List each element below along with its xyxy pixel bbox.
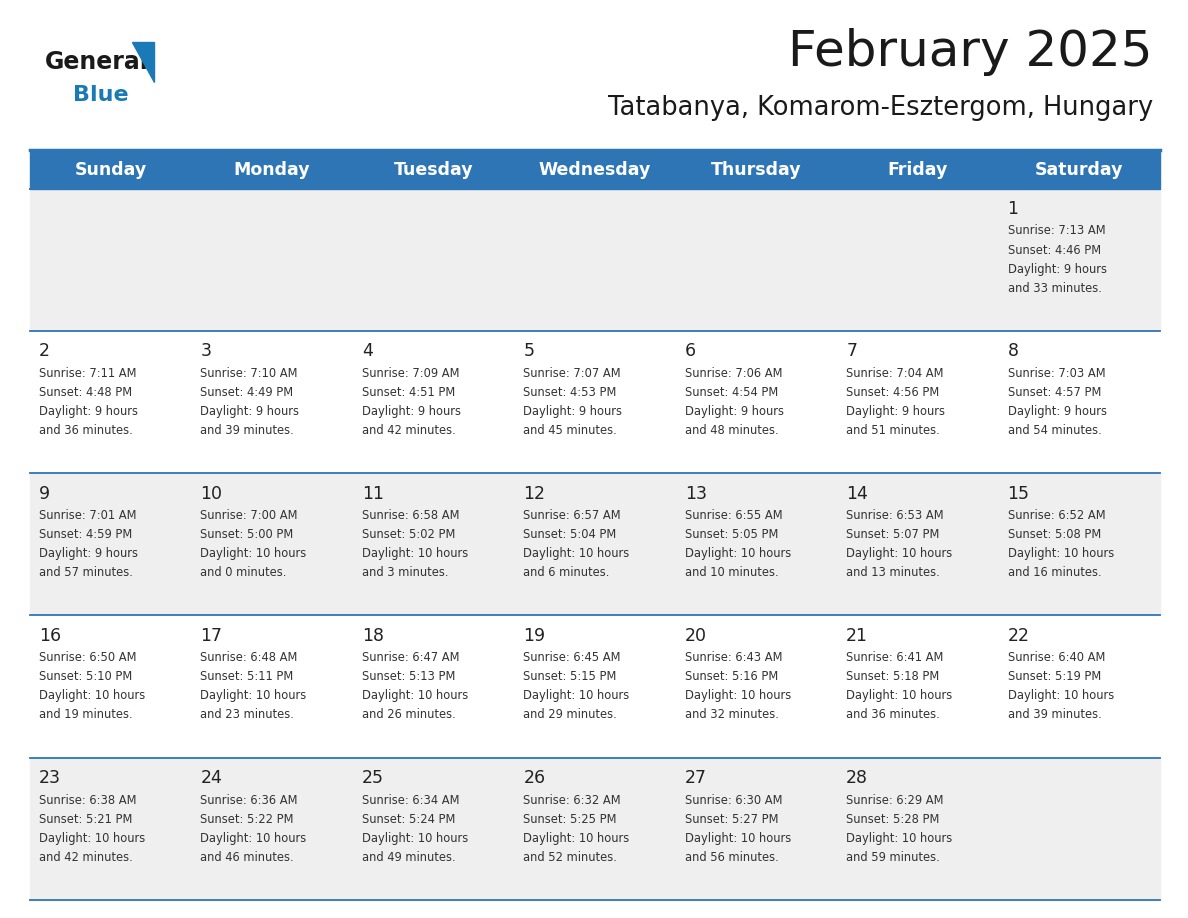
Text: 6: 6 <box>684 342 696 360</box>
Polygon shape <box>132 42 154 82</box>
Text: Sunrise: 7:03 AM
Sunset: 4:57 PM
Daylight: 9 hours
and 54 minutes.: Sunrise: 7:03 AM Sunset: 4:57 PM Dayligh… <box>1007 367 1106 437</box>
Text: Sunrise: 6:34 AM
Sunset: 5:24 PM
Daylight: 10 hours
and 49 minutes.: Sunrise: 6:34 AM Sunset: 5:24 PM Dayligh… <box>362 794 468 864</box>
Text: Sunrise: 6:57 AM
Sunset: 5:04 PM
Daylight: 10 hours
and 6 minutes.: Sunrise: 6:57 AM Sunset: 5:04 PM Dayligh… <box>523 509 630 579</box>
Text: Sunrise: 7:06 AM
Sunset: 4:54 PM
Daylight: 9 hours
and 48 minutes.: Sunrise: 7:06 AM Sunset: 4:54 PM Dayligh… <box>684 367 784 437</box>
Text: February 2025: February 2025 <box>789 28 1154 76</box>
Text: 25: 25 <box>362 769 384 788</box>
Text: 20: 20 <box>684 627 707 645</box>
Text: 23: 23 <box>39 769 61 788</box>
Bar <box>30 330 1159 473</box>
Text: Sunrise: 7:13 AM
Sunset: 4:46 PM
Daylight: 9 hours
and 33 minutes.: Sunrise: 7:13 AM Sunset: 4:46 PM Dayligh… <box>1007 225 1106 295</box>
Text: Sunrise: 6:50 AM
Sunset: 5:10 PM
Daylight: 10 hours
and 19 minutes.: Sunrise: 6:50 AM Sunset: 5:10 PM Dayligh… <box>39 652 145 722</box>
Text: 2: 2 <box>39 342 50 360</box>
Bar <box>30 757 1159 900</box>
Text: 18: 18 <box>362 627 384 645</box>
Text: Sunrise: 6:40 AM
Sunset: 5:19 PM
Daylight: 10 hours
and 39 minutes.: Sunrise: 6:40 AM Sunset: 5:19 PM Dayligh… <box>1007 652 1114 722</box>
Text: 1: 1 <box>1007 200 1018 218</box>
Text: 24: 24 <box>201 769 222 788</box>
Text: 27: 27 <box>684 769 707 788</box>
Text: Sunrise: 7:07 AM
Sunset: 4:53 PM
Daylight: 9 hours
and 45 minutes.: Sunrise: 7:07 AM Sunset: 4:53 PM Dayligh… <box>523 367 623 437</box>
Text: Wednesday: Wednesday <box>539 162 651 179</box>
Text: 26: 26 <box>523 769 545 788</box>
Text: 22: 22 <box>1007 627 1030 645</box>
Text: 8: 8 <box>1007 342 1018 360</box>
Text: Tuesday: Tuesday <box>393 162 473 179</box>
Text: General: General <box>45 50 148 74</box>
Text: 9: 9 <box>39 485 50 502</box>
Text: Sunrise: 6:38 AM
Sunset: 5:21 PM
Daylight: 10 hours
and 42 minutes.: Sunrise: 6:38 AM Sunset: 5:21 PM Dayligh… <box>39 794 145 864</box>
Bar <box>30 473 1159 615</box>
Text: Sunrise: 6:53 AM
Sunset: 5:07 PM
Daylight: 10 hours
and 13 minutes.: Sunrise: 6:53 AM Sunset: 5:07 PM Dayligh… <box>846 509 953 579</box>
Text: 4: 4 <box>362 342 373 360</box>
Text: 19: 19 <box>523 627 545 645</box>
Text: 12: 12 <box>523 485 545 502</box>
Text: Sunrise: 7:10 AM
Sunset: 4:49 PM
Daylight: 9 hours
and 39 minutes.: Sunrise: 7:10 AM Sunset: 4:49 PM Dayligh… <box>201 367 299 437</box>
Text: 21: 21 <box>846 627 868 645</box>
Text: Friday: Friday <box>887 162 948 179</box>
Text: 14: 14 <box>846 485 868 502</box>
Bar <box>30 615 1159 757</box>
Text: 17: 17 <box>201 627 222 645</box>
Text: Monday: Monday <box>234 162 310 179</box>
Text: Sunrise: 6:48 AM
Sunset: 5:11 PM
Daylight: 10 hours
and 23 minutes.: Sunrise: 6:48 AM Sunset: 5:11 PM Dayligh… <box>201 652 307 722</box>
Text: Sunrise: 6:30 AM
Sunset: 5:27 PM
Daylight: 10 hours
and 56 minutes.: Sunrise: 6:30 AM Sunset: 5:27 PM Dayligh… <box>684 794 791 864</box>
Text: Saturday: Saturday <box>1035 162 1124 179</box>
Text: Sunrise: 6:47 AM
Sunset: 5:13 PM
Daylight: 10 hours
and 26 minutes.: Sunrise: 6:47 AM Sunset: 5:13 PM Dayligh… <box>362 652 468 722</box>
Text: Sunrise: 6:43 AM
Sunset: 5:16 PM
Daylight: 10 hours
and 32 minutes.: Sunrise: 6:43 AM Sunset: 5:16 PM Dayligh… <box>684 652 791 722</box>
Text: Sunrise: 6:36 AM
Sunset: 5:22 PM
Daylight: 10 hours
and 46 minutes.: Sunrise: 6:36 AM Sunset: 5:22 PM Dayligh… <box>201 794 307 864</box>
Bar <box>30 152 1159 188</box>
Text: 13: 13 <box>684 485 707 502</box>
Text: 7: 7 <box>846 342 858 360</box>
Text: Sunrise: 7:00 AM
Sunset: 5:00 PM
Daylight: 10 hours
and 0 minutes.: Sunrise: 7:00 AM Sunset: 5:00 PM Dayligh… <box>201 509 307 579</box>
Text: Sunrise: 6:58 AM
Sunset: 5:02 PM
Daylight: 10 hours
and 3 minutes.: Sunrise: 6:58 AM Sunset: 5:02 PM Dayligh… <box>362 509 468 579</box>
Text: Sunrise: 7:01 AM
Sunset: 4:59 PM
Daylight: 9 hours
and 57 minutes.: Sunrise: 7:01 AM Sunset: 4:59 PM Dayligh… <box>39 509 138 579</box>
Text: Sunrise: 7:04 AM
Sunset: 4:56 PM
Daylight: 9 hours
and 51 minutes.: Sunrise: 7:04 AM Sunset: 4:56 PM Dayligh… <box>846 367 946 437</box>
Text: 28: 28 <box>846 769 868 788</box>
Text: 5: 5 <box>523 342 535 360</box>
Text: Sunrise: 7:11 AM
Sunset: 4:48 PM
Daylight: 9 hours
and 36 minutes.: Sunrise: 7:11 AM Sunset: 4:48 PM Dayligh… <box>39 367 138 437</box>
Text: Sunrise: 6:55 AM
Sunset: 5:05 PM
Daylight: 10 hours
and 10 minutes.: Sunrise: 6:55 AM Sunset: 5:05 PM Dayligh… <box>684 509 791 579</box>
Text: Thursday: Thursday <box>712 162 802 179</box>
Bar <box>30 188 1159 330</box>
Text: 11: 11 <box>362 485 384 502</box>
Text: Sunrise: 6:41 AM
Sunset: 5:18 PM
Daylight: 10 hours
and 36 minutes.: Sunrise: 6:41 AM Sunset: 5:18 PM Dayligh… <box>846 652 953 722</box>
Text: 3: 3 <box>201 342 211 360</box>
Text: Sunrise: 6:32 AM
Sunset: 5:25 PM
Daylight: 10 hours
and 52 minutes.: Sunrise: 6:32 AM Sunset: 5:25 PM Dayligh… <box>523 794 630 864</box>
Text: Tatabanya, Komarom-Esztergom, Hungary: Tatabanya, Komarom-Esztergom, Hungary <box>608 95 1154 121</box>
Text: Sunrise: 6:29 AM
Sunset: 5:28 PM
Daylight: 10 hours
and 59 minutes.: Sunrise: 6:29 AM Sunset: 5:28 PM Dayligh… <box>846 794 953 864</box>
Text: 16: 16 <box>39 627 61 645</box>
Text: 10: 10 <box>201 485 222 502</box>
Text: Blue: Blue <box>72 85 128 105</box>
Text: Sunrise: 6:45 AM
Sunset: 5:15 PM
Daylight: 10 hours
and 29 minutes.: Sunrise: 6:45 AM Sunset: 5:15 PM Dayligh… <box>523 652 630 722</box>
Text: Sunday: Sunday <box>75 162 147 179</box>
Text: Sunrise: 7:09 AM
Sunset: 4:51 PM
Daylight: 9 hours
and 42 minutes.: Sunrise: 7:09 AM Sunset: 4:51 PM Dayligh… <box>362 367 461 437</box>
Text: Sunrise: 6:52 AM
Sunset: 5:08 PM
Daylight: 10 hours
and 16 minutes.: Sunrise: 6:52 AM Sunset: 5:08 PM Dayligh… <box>1007 509 1114 579</box>
Text: 15: 15 <box>1007 485 1030 502</box>
